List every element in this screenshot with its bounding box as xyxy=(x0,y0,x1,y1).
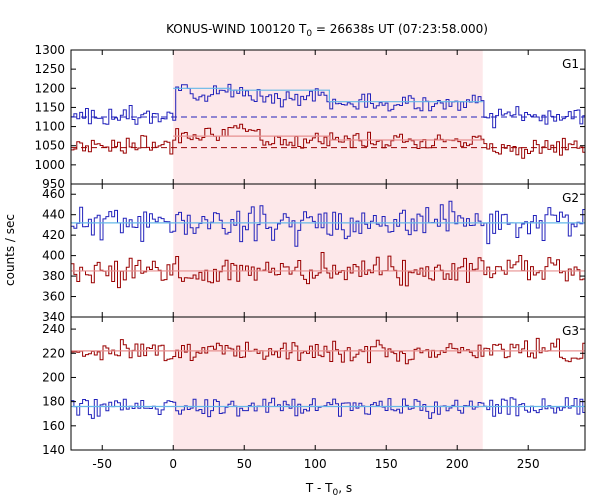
plot-area: 9501000105011001150120012501300G13403603… xyxy=(34,43,586,471)
series-blue-g3 xyxy=(71,397,585,419)
x-tick-label: 150 xyxy=(375,457,398,471)
y-tick-label-g2: 340 xyxy=(42,310,65,324)
panel-frame-g3 xyxy=(70,316,586,451)
panel-label-g3: G3 xyxy=(562,324,579,338)
y-tick-label-g3: 160 xyxy=(42,419,65,433)
x-tick-label: 100 xyxy=(304,457,327,471)
y-tick-label-g1: 1300 xyxy=(34,43,65,57)
y-tick-label-g2: 440 xyxy=(42,208,65,222)
fit-level-blue-g1 xyxy=(173,87,483,103)
fit-level-red-g1 xyxy=(173,135,483,141)
x-axis-label: T - T0, s xyxy=(305,481,352,498)
y-tick-label-g3: 240 xyxy=(42,322,65,336)
panel-label-g1: G1 xyxy=(562,57,579,71)
y-tick-label-g1: 1250 xyxy=(34,62,65,76)
y-tick-label-g3: 200 xyxy=(42,370,65,384)
x-tick-label: 250 xyxy=(517,457,540,471)
y-tick-label-g1: 950 xyxy=(42,177,65,191)
series-red-g3 xyxy=(71,337,585,365)
panel-g1: 950 1000 1050 1100 1150 1200 1250 1300 G1 xyxy=(34,43,586,191)
y-tick-label-g1: 1050 xyxy=(34,139,65,153)
y-tick-label-g3: 220 xyxy=(42,346,65,360)
y-axis-label: counts / sec xyxy=(3,214,17,286)
panel-label-g2: G2 xyxy=(562,191,579,205)
highlight-interval xyxy=(173,50,483,450)
x-tick-label: 50 xyxy=(237,457,252,471)
y-tick-label-g3: 140 xyxy=(42,443,65,457)
series-red-g2 xyxy=(71,252,585,289)
y-tick-label-g1: 1150 xyxy=(34,100,65,114)
x-tick-label: -50 xyxy=(92,457,112,471)
y-tick-label-g1: 1000 xyxy=(34,158,65,172)
panel-g3: 140 160 180 200 220 240 G3 xyxy=(42,316,586,457)
y-tick-label-g3: 180 xyxy=(42,395,65,409)
y-tick-label-g2: 420 xyxy=(42,228,65,242)
y-tick-label-g1: 1100 xyxy=(34,120,65,134)
y-tick-label-g2: 400 xyxy=(42,249,65,263)
y-tick-label-g2: 460 xyxy=(42,187,65,201)
y-tick-label-g2: 380 xyxy=(42,269,65,283)
chart-title: KONUS-WIND 100120 T0 = 26638s UT (07:23:… xyxy=(166,22,488,39)
y-tick-label-g1: 1200 xyxy=(34,81,65,95)
x-tick-label: 0 xyxy=(169,457,177,471)
x-tick-label: 200 xyxy=(446,457,469,471)
series-blue-g2 xyxy=(71,200,585,247)
y-tick-label-g2: 360 xyxy=(42,290,65,304)
series-red-g1 xyxy=(71,123,585,159)
